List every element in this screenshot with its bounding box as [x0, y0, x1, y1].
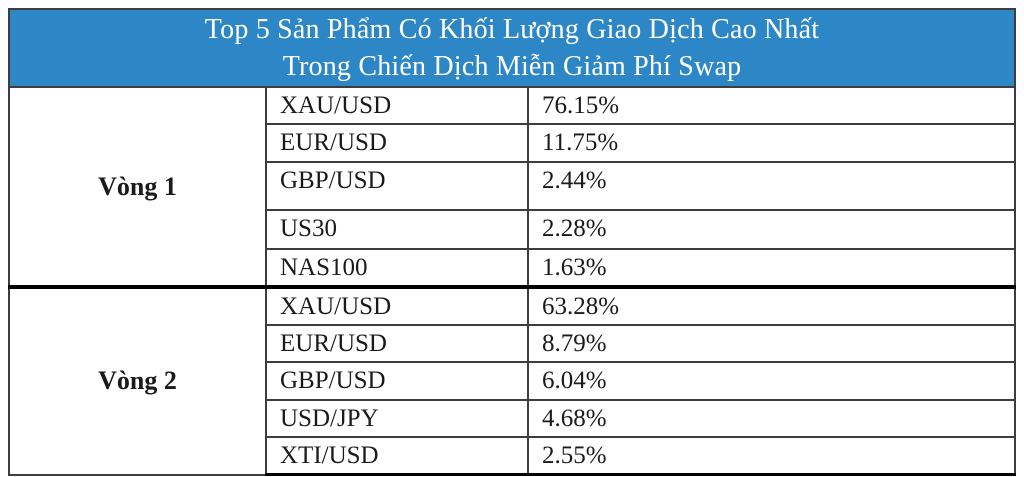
product-cell: EUR/USD	[265, 123, 529, 163]
table-row: Vòng 2 XAU/USD 63.28%	[8, 285, 1017, 476]
round-2-label: Vòng 2	[98, 366, 177, 396]
table-title-line2: Trong Chiến Dịch Miễn Giảm Phí Swap	[282, 51, 742, 82]
percent-cell: 1.63%	[526, 248, 1017, 288]
product-cell: NAS100	[265, 248, 529, 288]
percent-cell: 8.79%	[526, 324, 1017, 363]
table-row: EUR/USD 11.75%	[9, 123, 1017, 163]
swap-volume-table: Top 5 Sản Phẩm Có Khối Lượng Giao Dịch C…	[7, 8, 1017, 476]
table-title-line1: Top 5 Sản Phẩm Có Khối Lượng Giao Dịch C…	[204, 14, 820, 45]
table-row: EUR/USD 8.79%	[9, 324, 1017, 363]
product-cell: EUR/USD	[265, 324, 529, 363]
round-1-label: Vòng 1	[98, 171, 177, 201]
table-row: Vòng 1 XAU/USD 76.15%	[8, 86, 1017, 288]
percent-cell: 11.75%	[526, 123, 1017, 163]
percent-cell: 2.28%	[526, 209, 1017, 250]
table-row: USD/JPY 4.68%	[9, 399, 1017, 438]
product-cell: XAU/USD	[265, 285, 529, 326]
title-row: Top 5 Sản Phẩm Có Khối Lượng Giao Dịch C…	[7, 8, 1017, 88]
product-cell: USD/JPY	[265, 399, 529, 438]
product-cell: XAU/USD	[265, 86, 529, 125]
round-1-label-cell: Vòng 1	[8, 86, 267, 288]
table-title-cell: Top 5 Sản Phẩm Có Khối Lượng Giao Dịch C…	[7, 8, 1017, 88]
product-cell: US30	[265, 209, 529, 250]
percent-cell: 76.15%	[526, 86, 1017, 125]
round-2-label-cell: Vòng 2	[8, 285, 267, 476]
table-row: NAS100 1.63%	[9, 248, 1017, 288]
percent-cell: 2.55%	[526, 436, 1017, 476]
table-row: XTI/USD 2.55%	[9, 436, 1017, 476]
table-row: US30 2.28%	[9, 209, 1017, 250]
product-cell: GBP/USD	[265, 161, 529, 211]
section-round-1: Vòng 1 XAU/USD 76.15% EUR/USD 11.75% GBP…	[8, 86, 1017, 288]
percent-cell: 6.04%	[526, 361, 1017, 401]
table-row: GBP/USD 2.44%	[9, 161, 1017, 211]
percent-cell: 2.44%	[526, 161, 1017, 211]
table-row: GBP/USD 6.04%	[9, 361, 1017, 401]
percent-cell: 4.68%	[526, 399, 1017, 438]
section-round-2: Vòng 2 XAU/USD 63.28% EUR/USD 8.79% GBP/…	[8, 285, 1017, 476]
product-cell: GBP/USD	[265, 361, 529, 401]
product-cell: XTI/USD	[265, 436, 529, 476]
percent-cell: 63.28%	[526, 285, 1017, 326]
table-header: Top 5 Sản Phẩm Có Khối Lượng Giao Dịch C…	[7, 8, 1017, 88]
